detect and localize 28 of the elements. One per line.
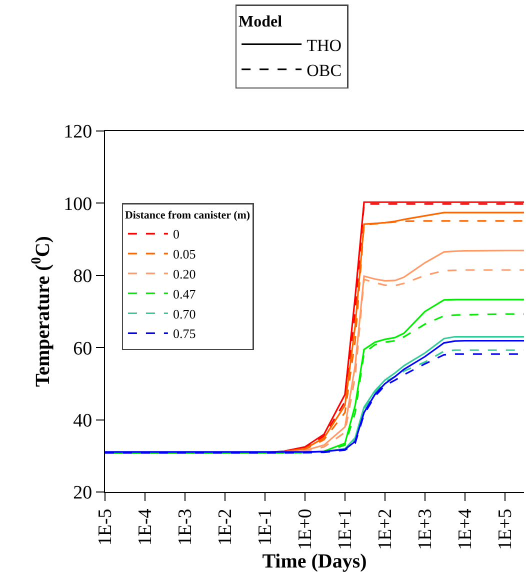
legend-label: THO	[306, 36, 342, 55]
x-tick-label: 1E-4	[135, 508, 156, 546]
y-tick-label: 20	[73, 482, 92, 504]
x-tick-label: 1E+2	[375, 508, 396, 550]
x-tick-label: 1E-1	[255, 508, 276, 546]
x-tick-label: 1E-3	[175, 508, 196, 546]
x-tick-label: 1E+5	[495, 508, 516, 550]
x-tick-label: 1E+0	[295, 508, 316, 550]
legend-label: 0.70	[172, 306, 196, 322]
text: Distance from canister (m)	[124, 210, 250, 222]
legend-label: OBC	[306, 60, 342, 80]
text: Model	[238, 14, 282, 31]
legend-label: 0.47	[172, 286, 196, 302]
x-tick-label: 1E-5	[95, 508, 116, 546]
y-tick-label: 120	[64, 122, 92, 143]
x-tick-label: 1E+3	[415, 508, 436, 550]
y-tick-label: 60	[73, 338, 92, 360]
y-tick-label: 80	[73, 266, 92, 288]
y-tick-label: 100	[64, 194, 92, 215]
y-tick-label: 40	[73, 410, 92, 432]
legend-label: 0.05	[172, 246, 196, 262]
legend-label: 0	[172, 226, 180, 242]
x-tick-label: 1E+4	[455, 508, 476, 550]
legend-label: 0.20	[172, 266, 196, 282]
x-axis-title: Time (Days)	[262, 550, 367, 573]
legend-label: 0.75	[172, 326, 196, 342]
x-tick-label: 1E+1	[335, 508, 356, 550]
x-tick-label: 1E-2	[215, 508, 236, 546]
